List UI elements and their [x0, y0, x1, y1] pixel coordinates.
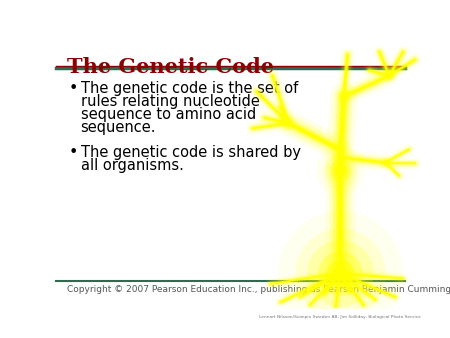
- Text: Copyright © 2007 Pearson Education Inc., publishing as Pearson Benjamin Cummings: Copyright © 2007 Pearson Education Inc.,…: [67, 285, 450, 294]
- Text: •: •: [68, 81, 78, 96]
- Text: The genetic code is shared by: The genetic code is shared by: [81, 145, 301, 160]
- Text: all organisms.: all organisms.: [81, 158, 184, 173]
- Text: rules relating nucleotide: rules relating nucleotide: [81, 94, 260, 109]
- Text: •: •: [68, 145, 78, 160]
- Text: sequence to amino acid: sequence to amino acid: [81, 107, 256, 122]
- Text: The Genetic Code: The Genetic Code: [67, 57, 274, 77]
- Text: The genetic code is the set of: The genetic code is the set of: [81, 81, 298, 96]
- Text: Lennart Nilsson/Scanpix Sweden AB; Jim Solliday, Biological Photo Service: Lennart Nilsson/Scanpix Sweden AB; Jim S…: [259, 315, 421, 319]
- Text: sequence.: sequence.: [81, 120, 156, 135]
